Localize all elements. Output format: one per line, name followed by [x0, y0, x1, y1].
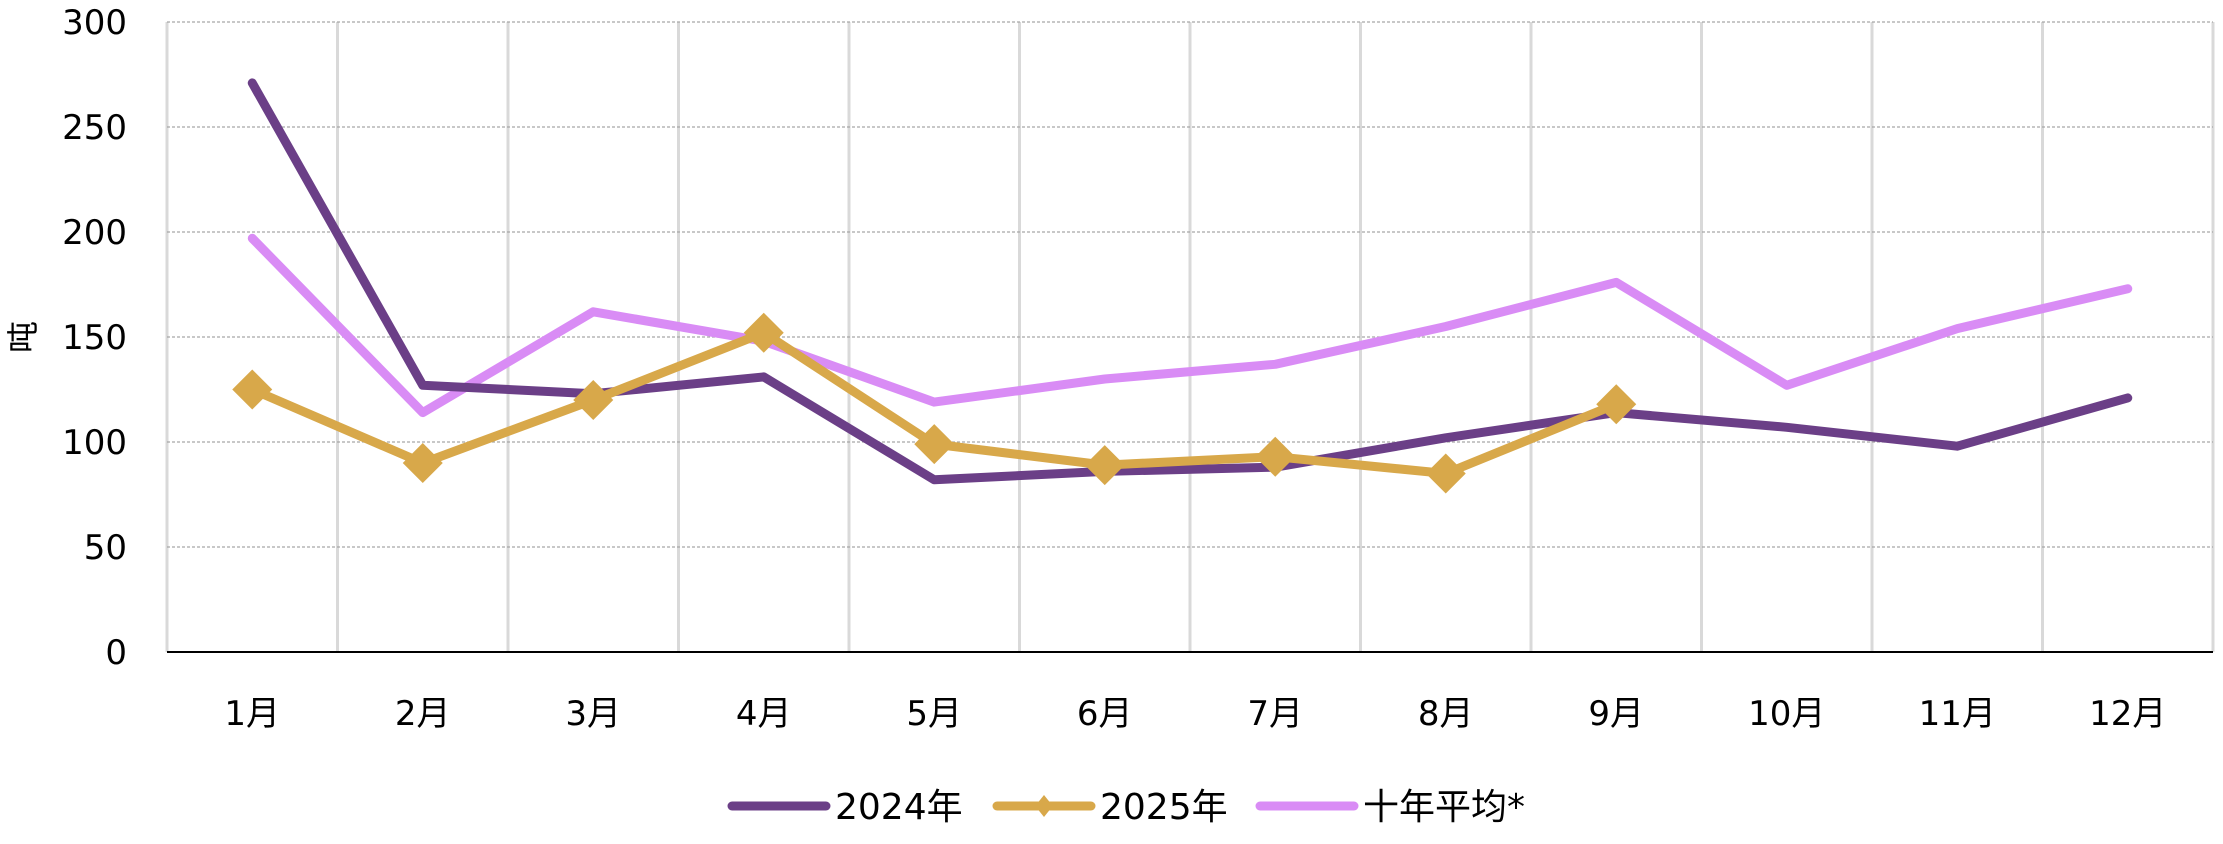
- grid-lines: [165, 21, 2215, 653]
- x-tick-label: 9月: [1588, 694, 1644, 734]
- x-tick-label: 8月: [1418, 694, 1474, 734]
- legend: 2024年 2025年 十年平均*: [727, 787, 1525, 828]
- legend-label: 十年平均*: [1363, 787, 1525, 828]
- y-tick-label: 300: [62, 3, 127, 43]
- diamond-marker-icon: [402, 443, 443, 483]
- x-tick-label: 12月: [2089, 694, 2166, 734]
- y-tick-label: 100: [62, 423, 127, 463]
- series-line: [247, 233, 2133, 418]
- y-tick-label: 150: [62, 318, 127, 358]
- y-tick-label: 50: [84, 528, 127, 568]
- legend-diamond-icon: [1035, 795, 1053, 817]
- x-tick-label: 7月: [1247, 694, 1303, 734]
- series-lines: [232, 78, 2133, 494]
- y-tick-label: 200: [62, 213, 127, 253]
- x-tick-label: 10月: [1748, 694, 1825, 734]
- x-tick-label: 3月: [565, 694, 621, 734]
- y-tick-label: 250: [62, 108, 127, 148]
- x-tick-label: 6月: [1077, 694, 1133, 734]
- x-tick-label: 1月: [224, 694, 280, 734]
- diamond-marker-icon: [1596, 384, 1637, 425]
- series-line: [247, 78, 2133, 485]
- y-axis-label: 吨: [4, 321, 42, 353]
- diamond-marker-icon: [1255, 436, 1296, 477]
- diamond-marker-icon: [914, 424, 955, 465]
- y-axis-ticks: 0 50 100 150 200 250 300: [62, 3, 127, 673]
- legend-label: 2025年: [1100, 787, 1228, 828]
- x-axis-ticks: 1月 2月 3月 4月 5月 6月 7月 8月 9月 10月 11月 12月: [224, 694, 2166, 734]
- legend-label: 2024年: [835, 787, 963, 828]
- x-tick-label: 4月: [736, 694, 792, 734]
- x-tick-label: 5月: [906, 694, 962, 734]
- x-tick-label: 2月: [395, 694, 451, 734]
- x-tick-label: 11月: [1919, 694, 1996, 734]
- diamond-marker-icon: [1084, 445, 1125, 486]
- diamond-marker-icon: [232, 369, 273, 410]
- diamond-marker-icon: [1425, 453, 1466, 494]
- diamond-marker-icon: [743, 312, 784, 353]
- y-tick-label: 0: [105, 633, 127, 673]
- diamond-marker-icon: [573, 380, 614, 420]
